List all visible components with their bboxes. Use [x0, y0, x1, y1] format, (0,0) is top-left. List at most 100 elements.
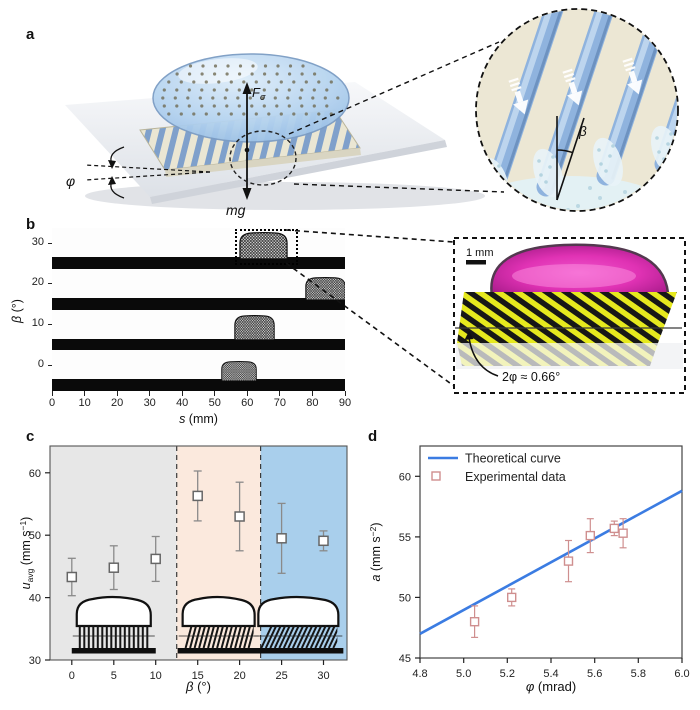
panel-b-photo-inset: 1 mm 2φ ≈ 0.66°: [453, 237, 686, 394]
data-point: [609, 523, 620, 534]
y-tick: [48, 364, 52, 366]
y-tick: [48, 283, 52, 285]
flow-arrow-icon: [622, 57, 643, 95]
panel-b-label: b: [26, 216, 36, 233]
y-tick-label: 55: [399, 532, 411, 544]
flow-arrow-icon: [678, 45, 696, 85]
x-tick: [279, 391, 281, 396]
x-tick-label: 4.8: [412, 668, 427, 680]
y-tick-label: 0: [37, 357, 44, 370]
water-droplet: [152, 53, 350, 143]
x-axis-label: φ (mrad): [526, 679, 576, 694]
y-axis-label: a (mm s−2): [368, 522, 383, 581]
data-point: [585, 530, 596, 541]
x-tick-label: 5: [111, 670, 117, 682]
droplet-photo-inset: [71, 595, 156, 654]
panel-d-label: d: [368, 428, 378, 445]
force-symbol: F: [252, 85, 261, 100]
panel-c-label: c: [26, 428, 35, 445]
panel-d-chart: 4.8 5.0 5.2 5.4 5.6 5.8 6.0 45 50 55 60 Theoretical…: [366, 438, 696, 704]
wedge-arrowhead: [464, 331, 474, 340]
x-tick-label: 10: [150, 670, 162, 682]
x-tick-label: 40: [176, 397, 189, 409]
droplet-photo: [239, 231, 288, 259]
data-point: [276, 533, 287, 544]
wedge-angle-arrow: [468, 337, 499, 377]
strip-substrate-bar: [52, 338, 345, 351]
zoom-connector-top: [288, 41, 500, 135]
data-point: [506, 592, 517, 603]
wedge-angle-label: 2φ ≈ 0.66°: [502, 370, 560, 384]
strip-substrate-bar: [52, 379, 345, 391]
y-tick-label: 40: [29, 593, 41, 605]
x-axis-label: β (°): [185, 679, 211, 694]
dyed-droplet: [490, 243, 670, 298]
phi-arrowhead-up: [108, 176, 116, 185]
zoom-connector-bottom: [293, 183, 505, 193]
striped-pillar-slab: [457, 292, 677, 343]
flow-arrow-icon: [508, 77, 529, 115]
x-tick: [246, 391, 248, 396]
x-tick-label: 0: [48, 397, 56, 409]
droplet-photo: [233, 315, 275, 341]
force-arrows: [242, 82, 252, 200]
data-point: [563, 556, 574, 566]
panel-b-x-axis: s (mm) 0 10 20 30 40 50 60 70 80 90: [49, 391, 351, 427]
x-tick-label: 30: [143, 397, 156, 409]
pillar-condensate: [593, 137, 623, 187]
phi-label: φ: [66, 173, 75, 189]
force-label: Fσ: [252, 85, 266, 102]
y-tick-label: 30: [31, 235, 44, 248]
legend-label-experimental: Experimental data: [465, 470, 566, 484]
data-point: [108, 562, 120, 573]
x-tick-label: 50: [208, 397, 221, 409]
unit-text: (mm): [185, 412, 218, 426]
panel-b-y-axis-label: β (°): [10, 274, 26, 348]
scale-bar: [466, 260, 486, 265]
x-tick-label: 20: [233, 670, 245, 682]
panel-b-x-axis-label: s (mm): [52, 412, 345, 426]
tilted-pillar: [596, 10, 677, 186]
s-symbol: s: [179, 412, 186, 426]
condensate-pool: [477, 176, 666, 210]
panel-a-label: a: [26, 26, 35, 43]
droplet-photo: [221, 361, 258, 381]
panel-b-zoom-connectors: [285, 229, 455, 387]
x-tick-label: 5.8: [631, 668, 646, 680]
theoretical-line: [419, 489, 683, 635]
x-tick-label: 70: [273, 397, 287, 409]
x-tick-label: 15: [192, 670, 204, 682]
pillar-top-dots: [161, 64, 340, 116]
droplet-photo-inset: [177, 595, 260, 654]
legend-label-theoretical: Theoretical curve: [465, 452, 561, 466]
scale-bar-label: 1 mm: [466, 247, 494, 259]
photo-strip-beta-0: [52, 350, 345, 391]
x-tick: [84, 391, 86, 396]
x-tick-label: 80: [306, 397, 319, 409]
x-tick-label: 5.0: [456, 668, 471, 680]
pillar-condensate: [533, 148, 563, 198]
x-tick-label: 20: [110, 397, 124, 409]
x-tick-label: 5.4: [543, 668, 558, 680]
droplet-photo: [305, 276, 345, 300]
strip-substrate-bar: [52, 297, 345, 310]
x-tick-label: 25: [275, 670, 287, 682]
zoom-highlight-rect: [235, 228, 298, 265]
y-tick: [48, 324, 52, 325]
data-point: [469, 616, 480, 627]
beta-symbol: β: [10, 315, 24, 323]
x-tick: [181, 391, 183, 396]
x-tick: [344, 391, 346, 396]
panel-c-chart: 0 5 10 15 20 25 30 30 40 50 60 uavg (mm s−1) β (°): [18, 438, 352, 704]
y-tick-label: 50: [399, 592, 411, 604]
y-tick-label: 30: [29, 655, 41, 667]
legend: Theoretical curve Experimental data: [428, 452, 566, 484]
strip-substrate-bar: [52, 257, 345, 269]
x-tick: [311, 391, 313, 396]
data-point: [150, 553, 161, 565]
panel-b-strips: [52, 228, 345, 391]
data-point: [618, 528, 628, 538]
slab-reflection: [456, 343, 683, 369]
y-axis-label: uavg (mm s−1): [18, 517, 35, 590]
y-tick-label: 45: [399, 653, 411, 665]
